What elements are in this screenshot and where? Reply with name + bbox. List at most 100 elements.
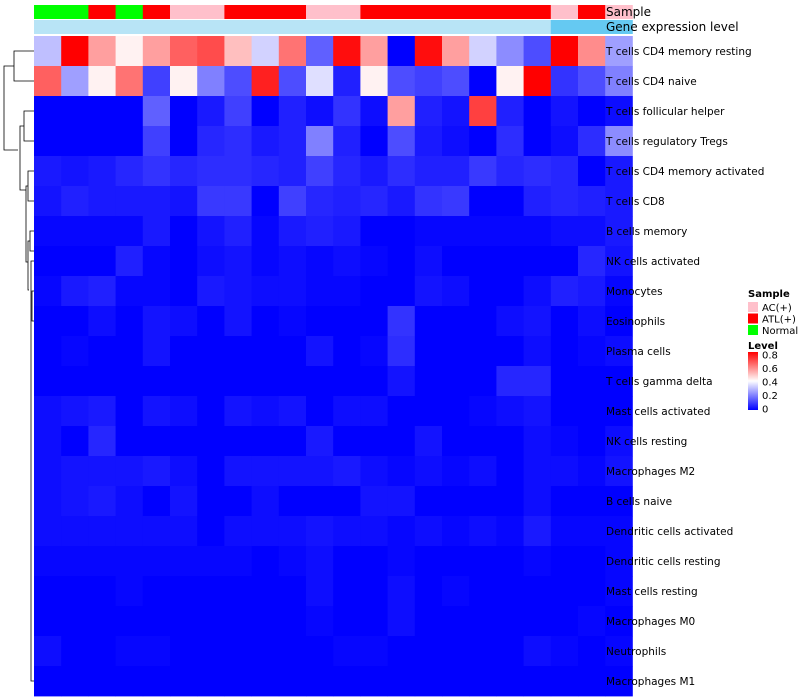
heatmap-cell [333,456,361,487]
heatmap-cell [387,66,416,97]
row-label: Dendritic cells activated [606,526,733,538]
heatmap-cell [469,606,497,637]
heatmap-cell [197,666,225,697]
heatmap-cell [578,546,606,577]
heatmap-cell [142,666,171,697]
heatmap-cell [115,546,144,577]
heatmap-cell [387,426,416,457]
heatmap-cell [496,246,524,277]
heatmap-cell [88,456,116,487]
heatmap-cell [414,486,443,517]
heatmap-cell [278,126,307,157]
heatmap-cell [170,666,198,697]
heatmap-cell [442,486,470,517]
heatmap-cell [442,606,470,637]
heatmap-cell [115,66,144,97]
heatmap-cell [251,396,280,427]
heatmap-cell [387,246,416,277]
heatmap-cell [523,636,552,667]
heatmap-cell [605,426,633,457]
level-track-cell [197,20,225,34]
row-label: Neutrophils [606,646,666,658]
legend: Sample AC(+)ATL(+)Normal Level 0.8 0.6 0.4… [748,289,798,416]
heatmap-cell [578,396,606,427]
heatmap-cell [306,516,334,547]
sample-track-cell [251,5,280,19]
heatmap-cell [115,156,144,187]
heatmap-cell [360,456,388,487]
heatmap-cell [550,186,579,217]
heatmap-cell [442,36,470,67]
heatmap-cell [333,396,361,427]
legend-level-gradient [748,352,758,410]
heatmap-cell [496,96,524,127]
sample-track-cell [333,5,361,19]
heatmap-cell [224,246,252,277]
heatmap-cell [387,456,416,487]
heatmap-cell [523,426,552,457]
row-label: T cells CD4 memory resting [605,46,752,58]
heatmap-cell [496,36,524,67]
heatmap-cell [88,336,116,367]
sample-track-cell [523,5,552,19]
heatmap-cell [469,576,497,607]
heatmap-cell [61,606,89,637]
heatmap-cell [224,666,252,697]
heatmap-cell [251,546,280,577]
heatmap-cell [306,546,334,577]
row-label: Macrophages M1 [606,676,695,688]
heatmap-cell [442,66,470,97]
heatmap-cell [360,516,388,547]
heatmap-cell [469,456,497,487]
heatmap-cell [333,306,361,337]
level-track-cell [34,20,62,34]
heatmap-cell [469,516,497,547]
heatmap-cell [523,246,552,277]
heatmap-cell [142,486,171,517]
heatmap-cell [278,606,307,637]
heatmap-cell [496,66,524,97]
sample-track-cell [605,5,633,19]
heatmap-cell [523,66,552,97]
heatmap-cell [142,396,171,427]
heatmap-cell [170,546,198,577]
heatmap-cell [88,186,116,217]
heatmap-cell [61,36,89,67]
heatmap-cell [550,66,579,97]
heatmap-cell [170,456,198,487]
row-label: T cells follicular helper [605,106,725,118]
heatmap-cell [387,396,416,427]
heatmap-cell [306,636,334,667]
heatmap-cell [469,36,497,67]
sample-track-cell [306,5,334,19]
heatmap-cell [469,546,497,577]
heatmap-cell [197,186,225,217]
heatmap-cell [142,516,171,547]
row-label: Mast cells resting [606,586,698,598]
heatmap-cell [142,306,171,337]
heatmap-cell [360,36,388,67]
heatmap-cell [523,306,552,337]
heatmap-cell [115,456,144,487]
heatmap-cell [414,636,443,667]
heatmap-cell [360,366,388,397]
heatmap-cell [496,306,524,337]
heatmap-cell [578,516,606,547]
heatmap-cell [414,546,443,577]
heatmap-cell [61,276,89,307]
heatmap-cell [115,396,144,427]
heatmap-cell [578,426,606,457]
heatmap-cell [550,576,579,607]
heatmap-cell [61,636,89,667]
heatmap-cell [34,156,62,187]
legend-level-title: Level [748,341,778,352]
heatmap-cell [306,666,334,697]
legend-swatch [748,302,758,312]
heatmap-cell [142,636,171,667]
heatmap-cell [469,216,497,247]
heatmap-cell [469,366,497,397]
heatmap-cell [306,606,334,637]
heatmap-cell [496,516,524,547]
heatmap-cell [523,546,552,577]
heatmap-cell [115,306,144,337]
